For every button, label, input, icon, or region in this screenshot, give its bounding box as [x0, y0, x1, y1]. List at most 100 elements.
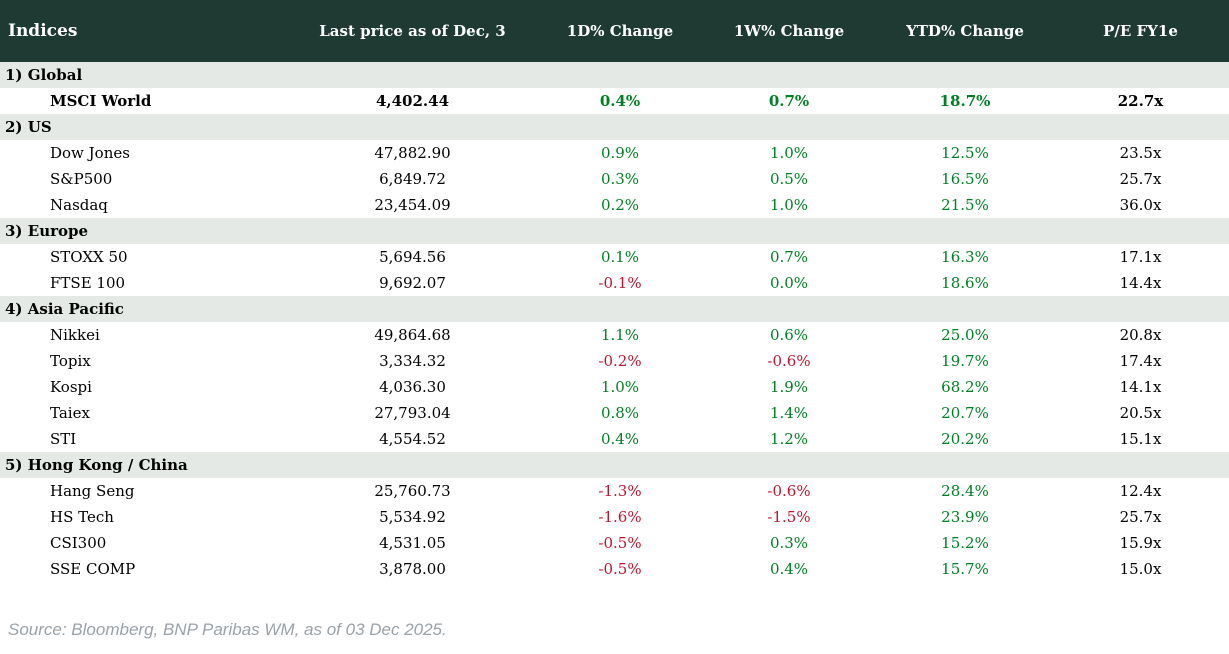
table-row: CSI300 4,531.05 -0.5% 0.3% 15.2% 15.9x: [0, 530, 1229, 556]
ytd-change: 28.4%: [941, 482, 989, 500]
pe-fy1e: 15.1x: [1119, 430, 1162, 448]
1w-change: 0.6%: [769, 326, 809, 344]
ytd-change: 16.3%: [941, 248, 989, 266]
1w-change: 1.2%: [769, 430, 809, 448]
pe-fy1e: 14.1x: [1119, 378, 1162, 396]
section-header: 3) Europe: [0, 218, 1229, 244]
pe-fy1e: 20.8x: [1119, 326, 1162, 344]
1d-change: 0.3%: [600, 170, 640, 188]
1w-change: 0.4%: [769, 560, 809, 578]
index-name: HS Tech: [50, 508, 114, 526]
1d-change: 1.0%: [600, 378, 640, 396]
section-header: 2) US: [0, 114, 1229, 140]
table-row: Kospi 4,036.30 1.0% 1.9% 68.2% 14.1x: [0, 374, 1229, 400]
index-name: STOXX 50: [50, 248, 128, 266]
1d-change: -0.1%: [598, 274, 642, 292]
pe-fy1e: 15.9x: [1119, 534, 1162, 552]
pe-fy1e: 25.7x: [1119, 508, 1162, 526]
index-name: Nasdaq: [50, 196, 108, 214]
table-row: Nasdaq 23,454.09 0.2% 1.0% 21.5% 36.0x: [0, 192, 1229, 218]
index-name: Topix: [50, 352, 91, 370]
ytd-change: 15.7%: [941, 560, 989, 578]
table-row: Dow Jones 47,882.90 0.9% 1.0% 12.5% 23.5x: [0, 140, 1229, 166]
index-name: STI: [50, 430, 77, 448]
table-row: Hang Seng 25,760.73 -1.3% -0.6% 28.4% 12.4x: [0, 478, 1229, 504]
ytd-change: 12.5%: [941, 144, 989, 162]
1w-change: 0.7%: [768, 92, 810, 110]
last-price: 3,878.00: [379, 560, 446, 578]
last-price: 3,334.32: [379, 352, 446, 370]
last-price: 27,793.04: [374, 404, 451, 422]
1w-change: 1.4%: [769, 404, 809, 422]
section-header: 1) Global: [0, 62, 1229, 88]
index-name: S&P500: [50, 170, 113, 188]
1d-change: 0.8%: [600, 404, 640, 422]
index-name: CSI300: [50, 534, 107, 552]
1d-change: 0.4%: [599, 92, 641, 110]
table-row: STOXX 50 5,694.56 0.1% 0.7% 16.3% 17.1x: [0, 244, 1229, 270]
last-price: 5,694.56: [379, 248, 446, 266]
1w-change: -0.6%: [767, 482, 811, 500]
index-name: Dow Jones: [50, 144, 130, 162]
table-row: FTSE 100 9,692.07 -0.1% 0.0% 18.6% 14.4x: [0, 270, 1229, 296]
col-header-pe-fy1e: P/E FY1e: [1052, 0, 1229, 62]
index-name: Nikkei: [50, 326, 100, 344]
table-header: Indices Last price as of Dec, 3 1D% Chan…: [0, 0, 1229, 62]
ytd-change: 21.5%: [941, 196, 989, 214]
1d-change: -1.3%: [598, 482, 642, 500]
last-price: 6,849.72: [379, 170, 446, 188]
last-price: 49,864.68: [374, 326, 451, 344]
table-row: SSE COMP 3,878.00 -0.5% 0.4% 15.7% 15.0x: [0, 556, 1229, 582]
pe-fy1e: 25.7x: [1119, 170, 1162, 188]
1w-change: 0.7%: [769, 248, 809, 266]
col-header-1d-change: 1D% Change: [540, 0, 700, 62]
1d-change: 0.2%: [600, 196, 640, 214]
last-price: 25,760.73: [374, 482, 451, 500]
ytd-change: 20.2%: [941, 430, 989, 448]
index-name: SSE COMP: [50, 560, 136, 578]
1w-change: -1.5%: [767, 508, 811, 526]
1w-change: 1.9%: [769, 378, 809, 396]
last-price: 47,882.90: [374, 144, 451, 162]
1w-change: 0.3%: [769, 534, 809, 552]
section-header: 4) Asia Pacific: [0, 296, 1229, 322]
last-price: 4,402.44: [375, 92, 450, 110]
index-name: Hang Seng: [50, 482, 135, 500]
index-name: FTSE 100: [50, 274, 126, 292]
1d-change: -0.5%: [598, 560, 642, 578]
index-name: Kospi: [50, 378, 92, 396]
table-row: Taiex 27,793.04 0.8% 1.4% 20.7% 20.5x: [0, 400, 1229, 426]
1w-change: 0.5%: [769, 170, 809, 188]
1d-change: 0.9%: [600, 144, 640, 162]
last-price: 5,534.92: [379, 508, 446, 526]
last-price: 4,531.05: [379, 534, 446, 552]
source-note: Source: Bloomberg, BNP Paribas WM, as of…: [8, 620, 447, 639]
ytd-change: 16.5%: [941, 170, 989, 188]
indices-table: Indices Last price as of Dec, 3 1D% Chan…: [0, 0, 1229, 582]
pe-fy1e: 15.0x: [1119, 560, 1162, 578]
ytd-change: 18.6%: [941, 274, 989, 292]
1d-change: -0.5%: [598, 534, 642, 552]
ytd-change: 23.9%: [941, 508, 989, 526]
1w-change: 1.0%: [769, 144, 809, 162]
table-row: MSCI World 4,402.44 0.4% 0.7% 18.7% 22.7x: [0, 88, 1229, 114]
index-name: Taiex: [50, 404, 90, 422]
table-row: S&P500 6,849.72 0.3% 0.5% 16.5% 25.7x: [0, 166, 1229, 192]
section-header: 5) Hong Kong / China: [0, 452, 1229, 478]
ytd-change: 20.7%: [941, 404, 989, 422]
table-row: Topix 3,334.32 -0.2% -0.6% 19.7% 17.4x: [0, 348, 1229, 374]
last-price: 23,454.09: [374, 196, 451, 214]
pe-fy1e: 23.5x: [1119, 144, 1162, 162]
1d-change: -1.6%: [598, 508, 642, 526]
index-name: MSCI World: [50, 92, 152, 110]
ytd-change: 68.2%: [941, 378, 989, 396]
1w-change: -0.6%: [767, 352, 811, 370]
table-row: STI 4,554.52 0.4% 1.2% 20.2% 15.1x: [0, 426, 1229, 452]
pe-fy1e: 17.1x: [1119, 248, 1162, 266]
pe-fy1e: 36.0x: [1119, 196, 1162, 214]
1d-change: 1.1%: [600, 326, 640, 344]
1d-change: 0.4%: [600, 430, 640, 448]
ytd-change: 18.7%: [939, 92, 991, 110]
last-price: 4,036.30: [379, 378, 446, 396]
